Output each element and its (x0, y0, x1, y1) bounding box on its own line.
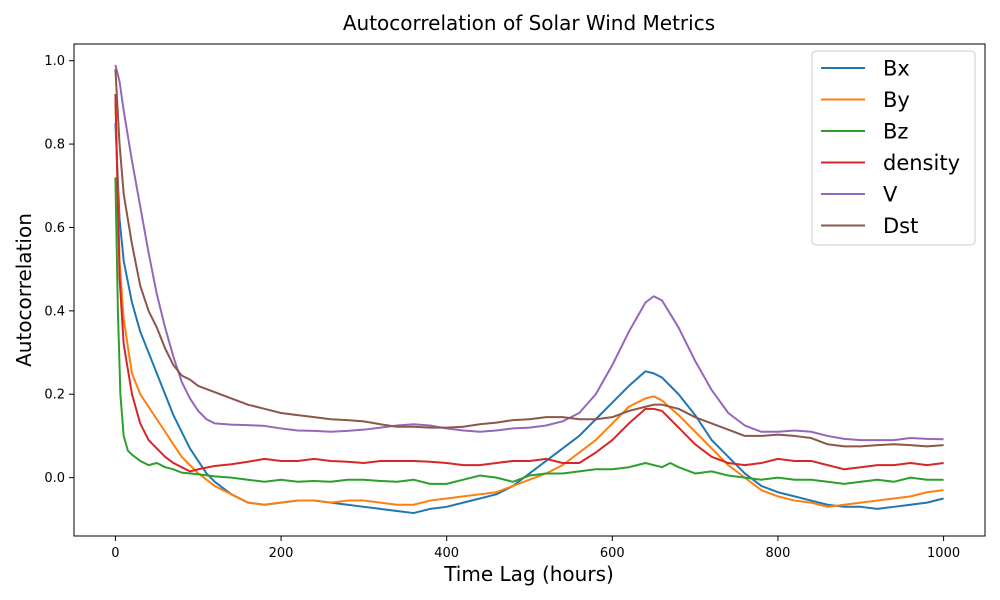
legend-label-bx: Bx (883, 57, 910, 81)
x-tick-label: 0 (111, 546, 119, 561)
series-line-dst (114, 68, 944, 448)
legend-label-density: density (883, 151, 960, 175)
y-tick-label: 1.0 (44, 54, 65, 69)
legend-label-dst: Dst (883, 214, 918, 238)
y-tick-label: 0.0 (44, 471, 65, 486)
series-line-by (114, 102, 944, 508)
y-axis-title: Autocorrelation (12, 213, 36, 367)
legend-label-bz: Bz (883, 120, 908, 144)
x-tick-label: 800 (766, 546, 791, 561)
legend: Bx By Bz density V Dst (811, 50, 976, 246)
plot-frame (73, 43, 986, 537)
x-tick-label: 400 (434, 546, 459, 561)
series-line-density (114, 94, 944, 473)
x-axis-title: Time Lag (hours) (443, 562, 614, 586)
y-tick-label: 0.6 (44, 221, 65, 236)
x-tick-label: 200 (269, 546, 294, 561)
y-tick-label: 0.2 (44, 388, 65, 403)
plot-series (114, 64, 944, 515)
y-tick-label: 0.4 (44, 304, 65, 319)
y-tick-label: 0.8 (44, 138, 65, 153)
legend-label-v: V (883, 183, 898, 207)
y-axis-ticks: 0.0 0.2 0.4 0.6 0.8 1.0 (44, 54, 74, 486)
series-line-bx (114, 123, 944, 515)
series-line-bz (114, 177, 944, 485)
chart-title: Autocorrelation of Solar Wind Metrics (343, 11, 715, 35)
x-tick-label: 1000 (927, 546, 960, 561)
series-line-v (114, 64, 944, 442)
legend-label-by: By (883, 88, 910, 112)
x-tick-label: 600 (600, 546, 625, 561)
x-axis-ticks: 0 200 400 600 800 1000 (111, 536, 960, 561)
